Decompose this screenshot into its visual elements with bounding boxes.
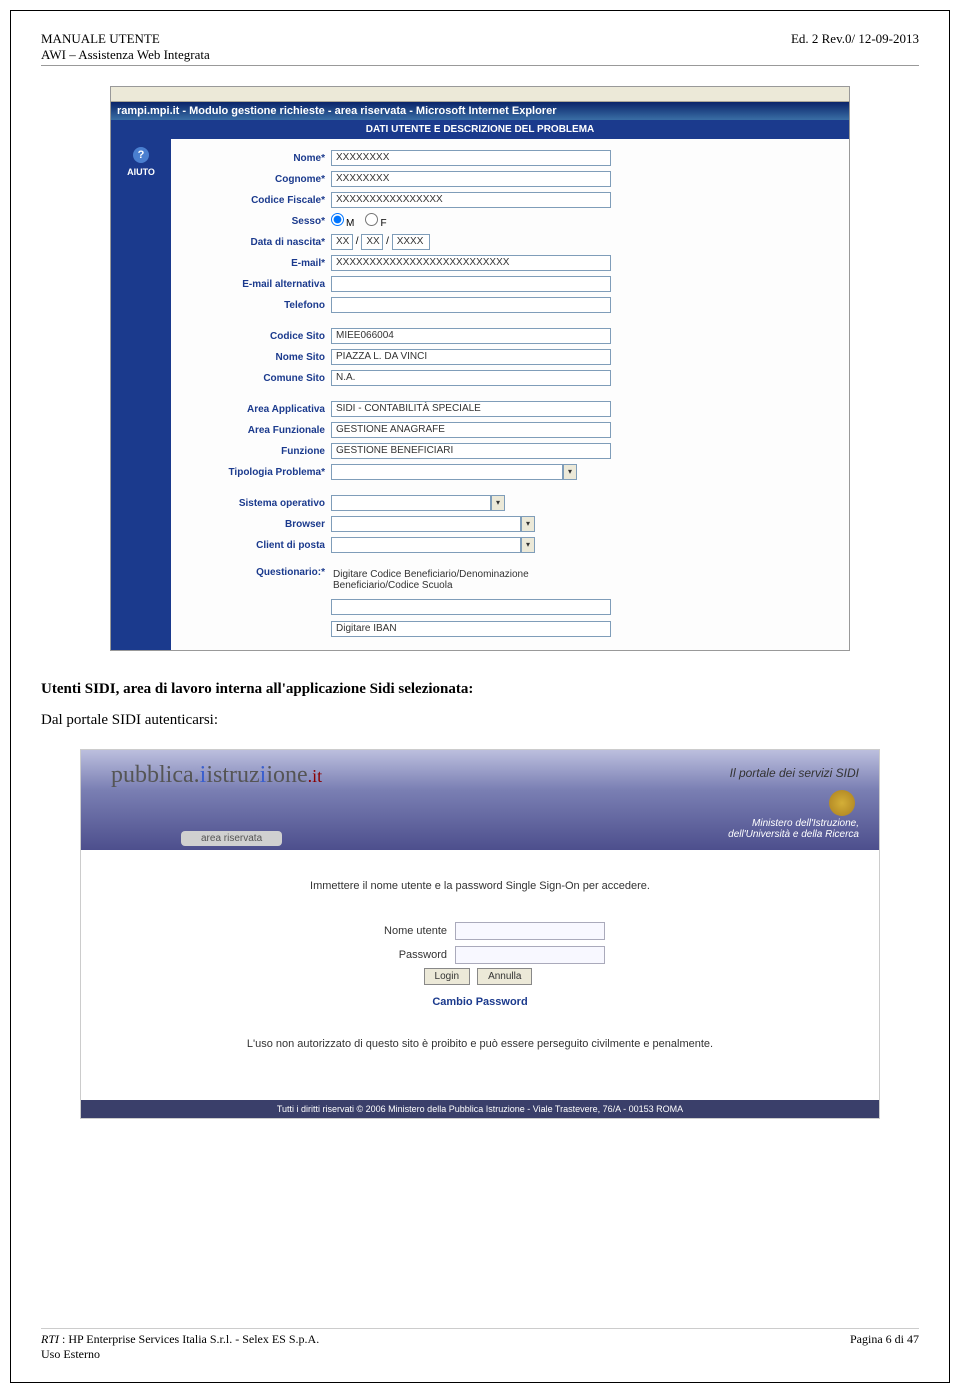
footer-rti: RTI bbox=[41, 1332, 59, 1346]
nome-input[interactable]: XXXXXXXX bbox=[331, 150, 611, 166]
emailalt-input[interactable] bbox=[331, 276, 611, 292]
form-title-bar: DATI UTENTE E DESCRIZIONE DEL PROBLEMA bbox=[111, 120, 849, 139]
funzione-input[interactable]: GESTIONE BENEFICIARI bbox=[331, 443, 611, 459]
sesso-m-text: M bbox=[346, 218, 354, 229]
cf-label: Codice Fiscale* bbox=[181, 195, 331, 206]
browser-select[interactable] bbox=[331, 516, 521, 532]
chevron-down-icon[interactable]: ▾ bbox=[491, 495, 505, 511]
screenshot-sidi-portal: pubblica.iistruziione.it Il portale dei … bbox=[80, 749, 880, 1119]
password-label: Password bbox=[355, 949, 455, 961]
quest-label: Questionario:* bbox=[181, 567, 331, 578]
emailalt-label: E-mail alternativa bbox=[181, 279, 331, 290]
portal-label: Il portale dei servizi SIDI bbox=[730, 766, 859, 780]
sistop-label: Sistema operativo bbox=[181, 498, 331, 509]
cognome-label: Cognome* bbox=[181, 174, 331, 185]
footer-uso: Uso Esterno bbox=[41, 1347, 319, 1362]
data-day-input[interactable]: XX bbox=[331, 234, 353, 250]
sesso-m-radio[interactable] bbox=[331, 213, 344, 226]
emblem-icon bbox=[829, 790, 855, 816]
sidi-warning: L'uso non autorizzato di questo sito è p… bbox=[101, 1038, 859, 1050]
sidi-logo: pubblica.iistruziione.it bbox=[111, 762, 322, 789]
ministry-text: Ministero dell'Istruzione, dell'Universi… bbox=[728, 818, 859, 840]
chevron-down-icon[interactable]: ▾ bbox=[521, 537, 535, 553]
areafun-input[interactable]: GESTIONE ANAGRAFE bbox=[331, 422, 611, 438]
sidi-footer: Tutti i diritti riservati © 2006 Ministe… bbox=[81, 1100, 879, 1118]
page-footer: RTI : HP Enterprise Services Italia S.r.… bbox=[41, 1328, 919, 1362]
screenshot-ie-form: rampi.mpi.it - Modulo gestione richieste… bbox=[110, 86, 850, 651]
email-input[interactable]: XXXXXXXXXXXXXXXXXXXXXXXXXX bbox=[331, 255, 611, 271]
username-input[interactable] bbox=[455, 922, 605, 940]
quest-text: Digitare Codice Beneficiario/Denominazio… bbox=[331, 567, 611, 593]
client-select[interactable] bbox=[331, 537, 521, 553]
sidi-intro: Immettere il nome utente e la password S… bbox=[101, 880, 859, 892]
password-input[interactable] bbox=[455, 946, 605, 964]
help-icon[interactable]: ? bbox=[133, 147, 149, 163]
logo-istr: istruz bbox=[206, 762, 259, 788]
username-label: Nome utente bbox=[355, 925, 455, 937]
areafun-label: Area Funzionale bbox=[181, 425, 331, 436]
header-title2: AWI – Assistenza Web Integrata bbox=[41, 47, 210, 63]
data-group: XX / XX / XXXX bbox=[331, 234, 430, 250]
nomesito-label: Nome Sito bbox=[181, 352, 331, 363]
ie-titlebar: rampi.mpi.it - Modulo gestione richieste… bbox=[111, 102, 849, 120]
sesso-label: Sesso* bbox=[181, 216, 331, 227]
data-year-input[interactable]: XXXX bbox=[392, 234, 430, 250]
areaapp-input[interactable]: SIDI - CONTABILITÀ SPECIALE bbox=[331, 401, 611, 417]
footer-companies: HP Enterprise Services Italia S.r.l. - S… bbox=[68, 1332, 319, 1346]
ministry2: dell'Università e della Ricerca bbox=[728, 829, 859, 840]
tel-label: Telefono bbox=[181, 300, 331, 311]
help-sidebar: ? AIUTO bbox=[111, 139, 171, 650]
comune-label: Comune Sito bbox=[181, 373, 331, 384]
login-button[interactable]: Login bbox=[424, 968, 470, 985]
nome-label: Nome* bbox=[181, 153, 331, 164]
ie-top-strip bbox=[111, 87, 849, 102]
cognome-input[interactable]: XXXXXXXX bbox=[331, 171, 611, 187]
sistop-select[interactable] bbox=[331, 495, 491, 511]
area-riservata: area riservata bbox=[181, 831, 282, 846]
comune-input[interactable]: N.A. bbox=[331, 370, 611, 386]
body-line1: Utenti SIDI, area di lavoro interna all'… bbox=[41, 681, 473, 697]
body-text-section: Utenti SIDI, area di lavoro interna all'… bbox=[41, 681, 919, 729]
client-label: Client di posta bbox=[181, 540, 331, 551]
sesso-group: M F bbox=[331, 213, 387, 229]
doc-header: MANUALE UTENTE AWI – Assistenza Web Inte… bbox=[41, 31, 919, 66]
aiuto-label: AIUTO bbox=[115, 167, 167, 177]
quest-iban-input[interactable]: Digitare IBAN bbox=[331, 621, 611, 637]
email-label: E-mail* bbox=[181, 258, 331, 269]
sesso-f-text: F bbox=[380, 218, 386, 229]
nomesito-input[interactable]: PIAZZA L. DA VINCI bbox=[331, 349, 611, 365]
header-title1: MANUALE UTENTE bbox=[41, 31, 210, 47]
footer-sep: : bbox=[59, 1332, 68, 1346]
ministry1: Ministero dell'Istruzione, bbox=[728, 818, 859, 829]
data-month-input[interactable]: XX bbox=[361, 234, 383, 250]
logo-ione: ione bbox=[266, 762, 307, 788]
sidi-banner: pubblica.iistruziione.it Il portale dei … bbox=[81, 750, 879, 850]
tipoprob-select[interactable] bbox=[331, 464, 563, 480]
quest-input1[interactable] bbox=[331, 599, 611, 615]
body-line2: Dal portale SIDI autenticarsi: bbox=[41, 712, 919, 729]
footer-page: Pagina 6 di 47 bbox=[850, 1332, 919, 1347]
cf-input[interactable]: XXXXXXXXXXXXXXXX bbox=[331, 192, 611, 208]
chevron-down-icon[interactable]: ▾ bbox=[521, 516, 535, 532]
sesso-f-radio[interactable] bbox=[365, 213, 378, 226]
data-label: Data di nascita* bbox=[181, 237, 331, 248]
funzione-label: Funzione bbox=[181, 446, 331, 457]
tipoprob-label: Tipologia Problema* bbox=[181, 467, 331, 478]
cambio-password-link[interactable]: Cambio Password bbox=[101, 996, 859, 1008]
header-edition: Ed. 2 Rev.0/ 12-09-2013 bbox=[791, 31, 919, 47]
areaapp-label: Area Applicativa bbox=[181, 404, 331, 415]
tel-input[interactable] bbox=[331, 297, 611, 313]
annulla-button[interactable]: Annulla bbox=[477, 968, 532, 985]
logo-pub: pubblica. bbox=[111, 762, 200, 788]
codsito-input[interactable]: MIEE066004 bbox=[331, 328, 611, 344]
codsito-label: Codice Sito bbox=[181, 331, 331, 342]
chevron-down-icon[interactable]: ▾ bbox=[563, 464, 577, 480]
logo-it: .it bbox=[308, 766, 323, 786]
browser-label: Browser bbox=[181, 519, 331, 530]
